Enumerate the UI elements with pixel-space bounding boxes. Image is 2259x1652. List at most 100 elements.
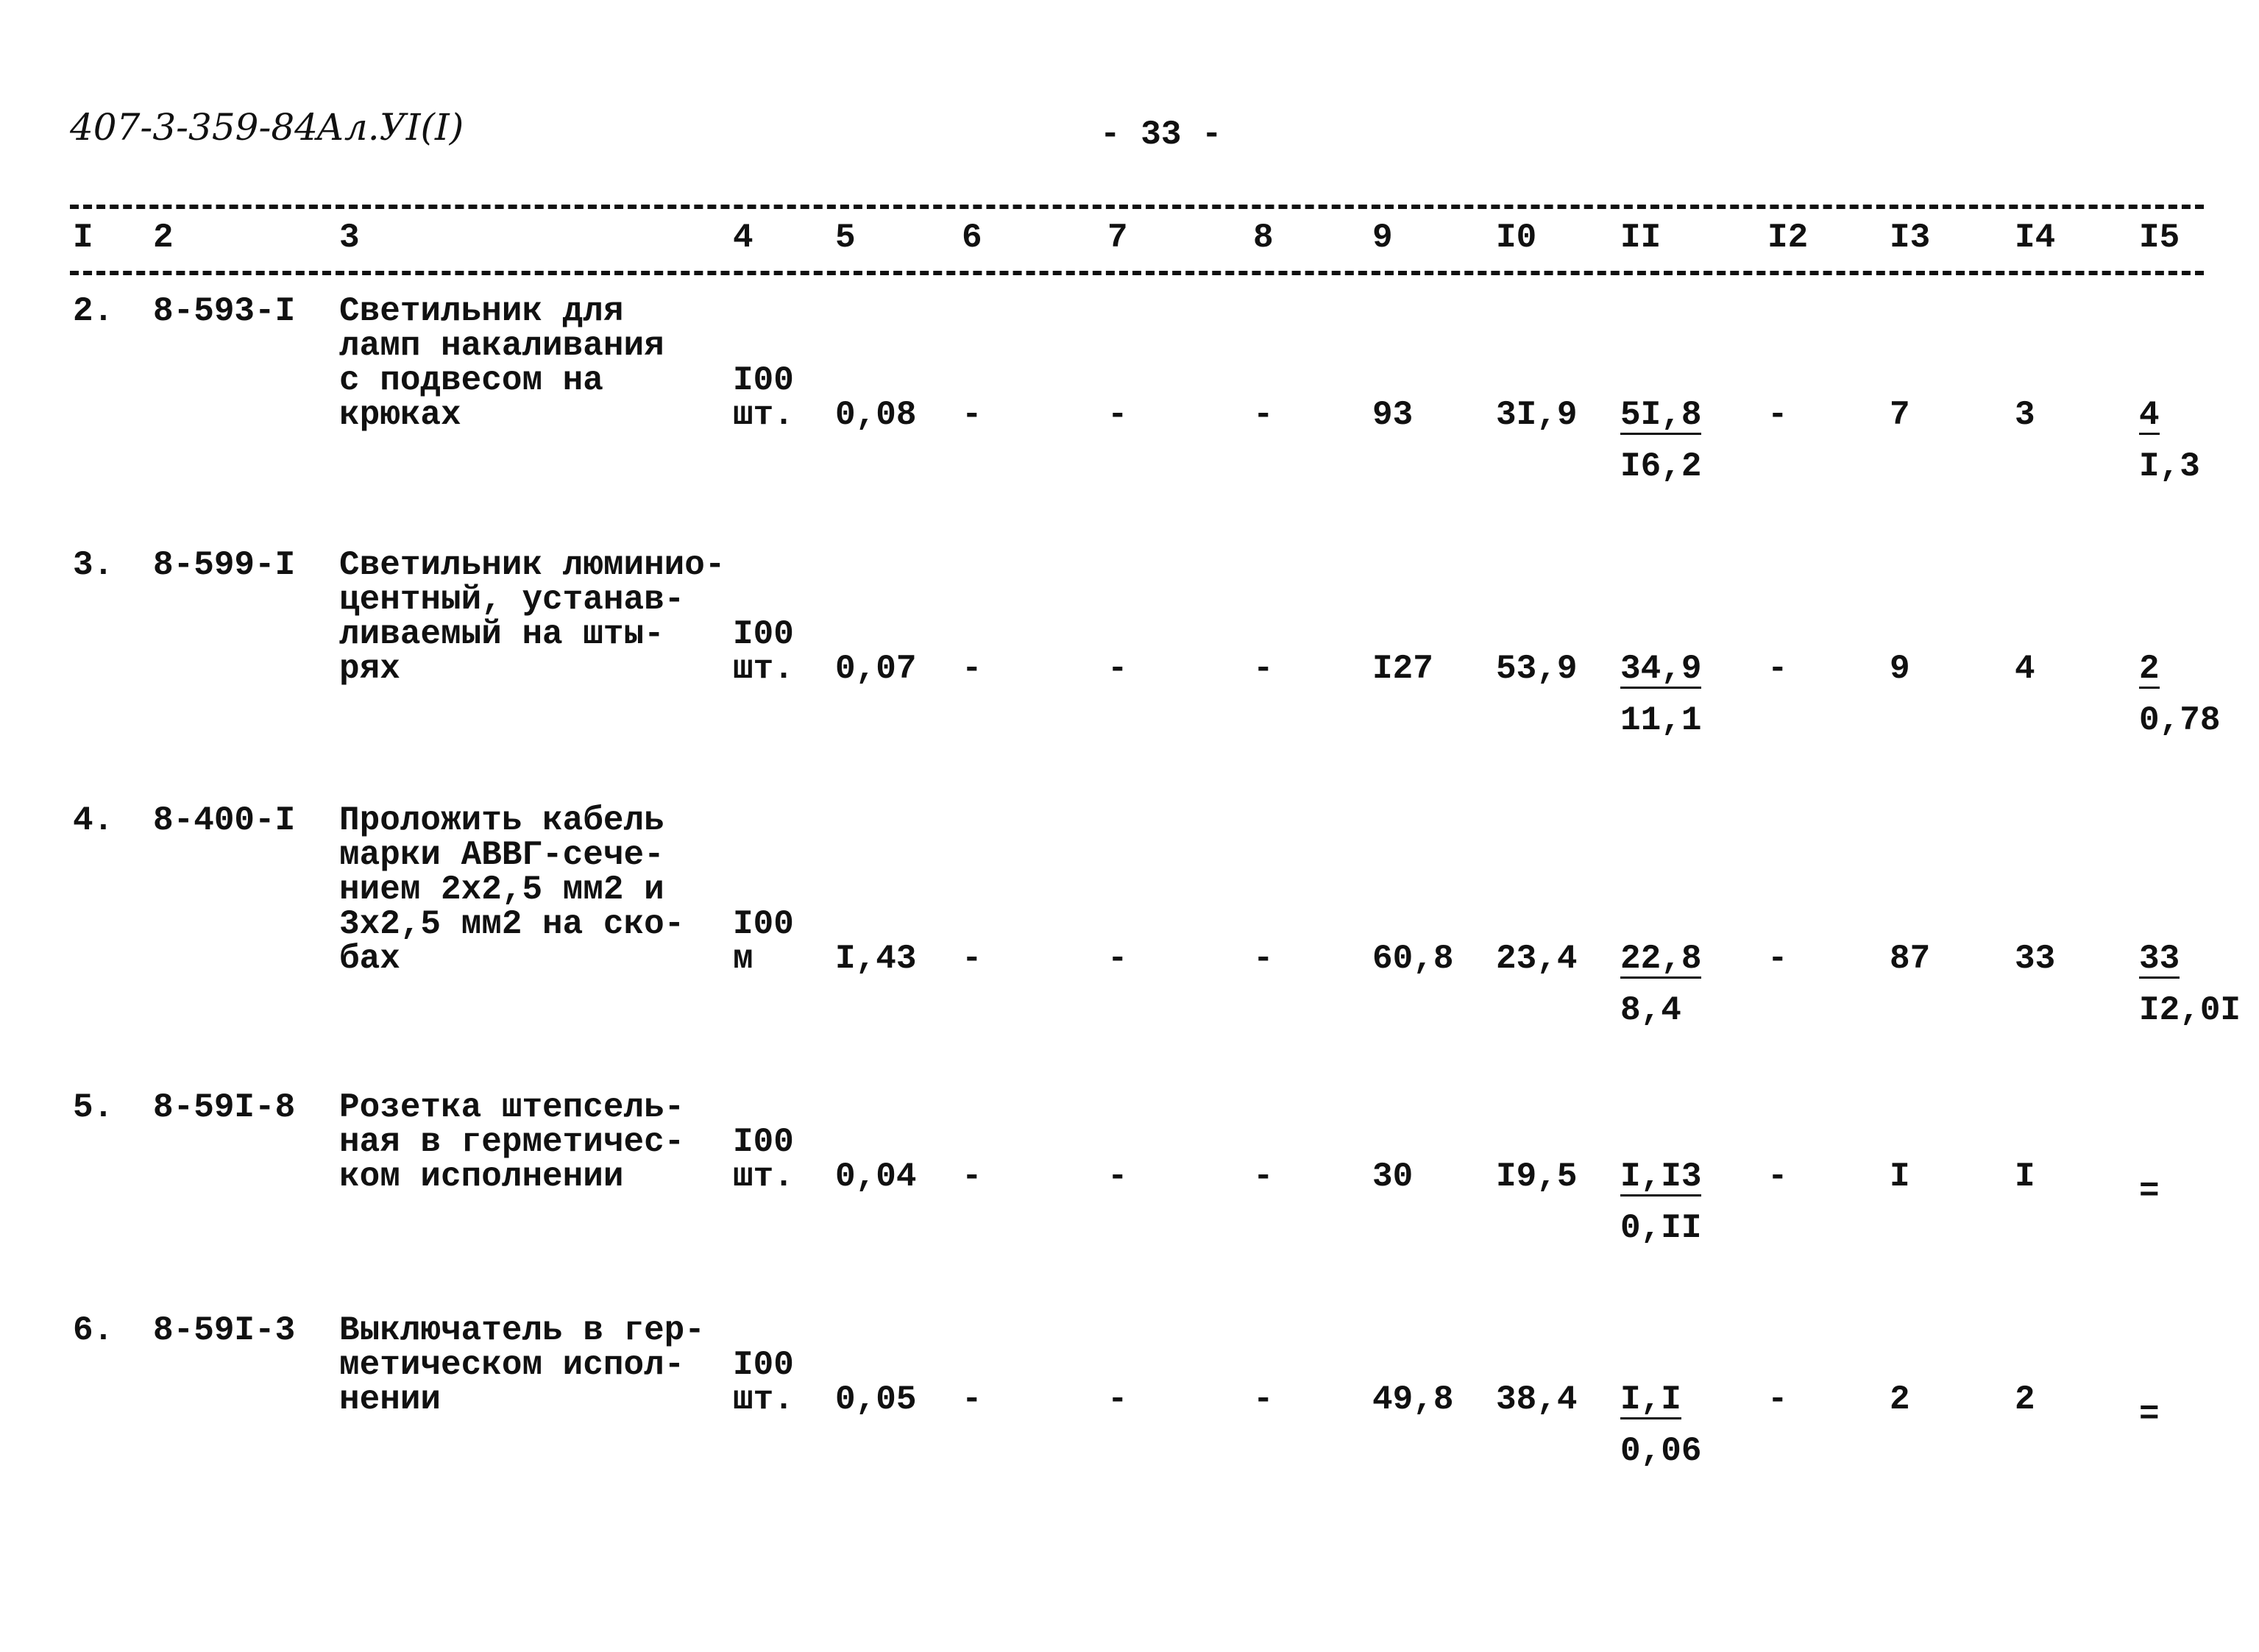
cell-c12: - [1767, 940, 1788, 978]
rate-code: 8-59I-8 [153, 1088, 296, 1127]
rate-code: 8-59I-3 [153, 1311, 296, 1350]
cell-c10: 38,4 [1496, 1380, 1578, 1419]
cell-c8: - [1253, 1158, 1274, 1196]
unit-name: шт. [733, 650, 794, 688]
description-line: ливаемый на шты- [339, 615, 664, 653]
column-header-14: I4 [2015, 219, 2056, 257]
column-header-5: 5 [835, 219, 856, 257]
header-top-rule [70, 205, 2204, 209]
unit-name: шт. [733, 1158, 794, 1196]
cell-c6: - [962, 1158, 982, 1196]
cell-c13: 7 [1890, 396, 1910, 434]
column-header-1: I [73, 219, 93, 257]
cell-c14: 33 [2015, 940, 2056, 978]
cell-c12: - [1767, 396, 1788, 434]
cell-c9: 49,8 [1372, 1380, 1454, 1419]
cell-c11-numerator: 34,9 [1620, 650, 1702, 689]
description-line: ком исполнении [339, 1158, 624, 1196]
column-header-6: 6 [962, 219, 982, 257]
row-number: 3. [73, 546, 114, 584]
cell-c11-denominator: I6,2 [1620, 447, 1702, 486]
cell-c7: - [1107, 650, 1128, 688]
cell-c11-denominator: 0,06 [1620, 1432, 1702, 1470]
rate-code: 8-599-I [153, 546, 296, 584]
unit-name: м [733, 940, 753, 978]
cell-c15-numerator: = [2139, 1395, 2160, 1433]
column-header-9: 9 [1372, 219, 1393, 257]
column-header-2: 2 [153, 219, 174, 257]
cell-c11-numerator: I,I [1620, 1380, 1681, 1419]
column-header-10: I0 [1496, 219, 1537, 257]
unit-quantity: I00 [733, 615, 794, 653]
row-number: 5. [73, 1088, 114, 1127]
cell-c13: 9 [1890, 650, 1910, 688]
cell-c11-denominator: 0,II [1620, 1209, 1702, 1247]
unit-name: шт. [733, 396, 794, 434]
cell-c10: I9,5 [1496, 1158, 1578, 1196]
description-line: марки АВВГ-сече- [339, 836, 664, 874]
cell-c6: - [962, 940, 982, 978]
description-line: Проложить кабель [339, 801, 664, 840]
description-line: рях [339, 650, 400, 688]
cell-c10: 23,4 [1496, 940, 1578, 978]
description-line: Светильник для [339, 292, 624, 330]
header-bottom-rule [70, 271, 2204, 275]
cell-c7: - [1107, 1380, 1128, 1419]
cell-c14: 2 [2015, 1380, 2035, 1419]
cell-c13: 2 [1890, 1380, 1910, 1419]
page-number: - 33 - [1100, 116, 1222, 154]
cell-c8: - [1253, 396, 1274, 434]
description-line: ная в герметичес- [339, 1123, 685, 1161]
cell-c11-denominator: 8,4 [1620, 991, 1681, 1029]
cell-c8: - [1253, 650, 1274, 688]
unit-quantity: I00 [733, 1346, 794, 1384]
cell-c11-numerator: 5I,8 [1620, 396, 1702, 435]
cell-c9: 60,8 [1372, 940, 1454, 978]
row-number: 4. [73, 801, 114, 840]
unit-quantity: I00 [733, 361, 794, 400]
cell-c14: 3 [2015, 396, 2035, 434]
cell-c7: - [1107, 1158, 1128, 1196]
description-line: Розетка штепсель- [339, 1088, 685, 1127]
cell-c13: I [1890, 1158, 1910, 1196]
cell-c10: 53,9 [1496, 650, 1578, 688]
row-number: 2. [73, 292, 114, 330]
cell-c15-denominator: I2,0I [2139, 991, 2241, 1029]
cell-c6: - [962, 396, 982, 434]
unit-quantity: I00 [733, 905, 794, 943]
column-header-13: I3 [1890, 219, 1931, 257]
cell-c15-denominator: I,3 [2139, 447, 2200, 486]
column-header-7: 7 [1107, 219, 1128, 257]
cell-c15-numerator: = [2139, 1172, 2160, 1210]
quantity: 0,08 [835, 396, 917, 434]
cell-c15-denominator: 0,78 [2139, 701, 2221, 740]
description-line: нении [339, 1380, 441, 1419]
column-header-11: II [1620, 219, 1662, 257]
description-line: Светильник люминио- [339, 546, 726, 584]
cell-c14: 4 [2015, 650, 2035, 688]
description-line: бах [339, 940, 400, 978]
column-header-3: 3 [339, 219, 360, 257]
unit-quantity: I00 [733, 1123, 794, 1161]
description-line: крюках [339, 396, 461, 434]
cell-c9: 30 [1372, 1158, 1414, 1196]
cell-c15-numerator: 2 [2139, 650, 2160, 689]
cell-c11-numerator: 22,8 [1620, 940, 1702, 979]
document-code: 407-3-359-84 [70, 106, 318, 149]
column-header-8: 8 [1253, 219, 1274, 257]
unit-name: шт. [733, 1380, 794, 1419]
cell-c15-numerator: 4 [2139, 396, 2160, 435]
description-line: ламп накаливания [339, 327, 664, 365]
sheet-label: Ал.УI(I) [316, 106, 464, 149]
cell-c8: - [1253, 940, 1274, 978]
description-line: центный, устанав- [339, 581, 685, 619]
quantity: 0,05 [835, 1380, 917, 1419]
cell-c7: - [1107, 940, 1128, 978]
cell-c6: - [962, 650, 982, 688]
cell-c6: - [962, 1380, 982, 1419]
cell-c8: - [1253, 1380, 1274, 1419]
quantity: 0,07 [835, 650, 917, 688]
column-header-15: I5 [2139, 219, 2180, 257]
cell-c9: I27 [1372, 650, 1433, 688]
cell-c9: 93 [1372, 396, 1414, 434]
